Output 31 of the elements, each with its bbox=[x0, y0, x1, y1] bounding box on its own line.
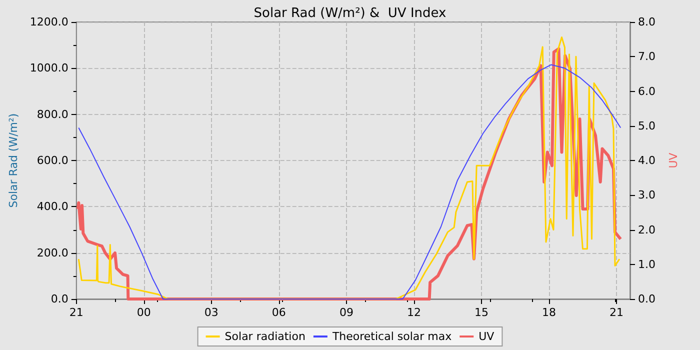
y2-tick-label: 6.0 bbox=[638, 84, 656, 98]
y-tick-label: 600.0 bbox=[36, 154, 68, 167]
y2-tick-label: 7.0 bbox=[638, 50, 656, 64]
y-tick-label: 0.0 bbox=[50, 292, 68, 306]
x-tick-label: 03 bbox=[204, 306, 218, 319]
y2-tick-label: 8.0 bbox=[638, 16, 656, 28]
y-tick-label: 800.0 bbox=[36, 108, 68, 121]
y-tick-label: 1000.0 bbox=[30, 62, 68, 75]
chart-title: Solar Rad (W/m²) & UV Index bbox=[254, 6, 447, 21]
y2-tick-label: 5.0 bbox=[638, 119, 656, 132]
y2-tick-label: 2.0 bbox=[638, 223, 656, 236]
legend-label: Theoretical solar max bbox=[331, 330, 452, 343]
legend-label: Solar radiation bbox=[224, 330, 306, 343]
y2-tick-label: 1.0 bbox=[638, 258, 656, 271]
y2-tick-label: 0.0 bbox=[638, 292, 656, 306]
y-tick-label: 200.0 bbox=[36, 246, 68, 260]
x-tick-label: 21 bbox=[69, 306, 84, 319]
x-tick-label: 18 bbox=[542, 306, 556, 319]
x-tick-label: 00 bbox=[136, 306, 151, 319]
x-tick-label: 06 bbox=[272, 306, 286, 319]
x-tick-label: 09 bbox=[339, 306, 354, 319]
legend-label: UV bbox=[478, 330, 495, 343]
y2-tick-label: 3.0 bbox=[638, 188, 656, 202]
y2-axis-title: UV bbox=[667, 152, 680, 168]
y2-tick-label: 4.0 bbox=[638, 154, 656, 167]
x-tick-label: 15 bbox=[474, 306, 488, 319]
x-tick-label: 12 bbox=[406, 306, 421, 319]
y-tick-label: 400.0 bbox=[36, 200, 68, 214]
y-axis-title: Solar Rad (W/m²) bbox=[7, 113, 20, 208]
x-tick-label: 21 bbox=[609, 306, 624, 319]
y-tick-label: 1200.0 bbox=[30, 16, 68, 28]
